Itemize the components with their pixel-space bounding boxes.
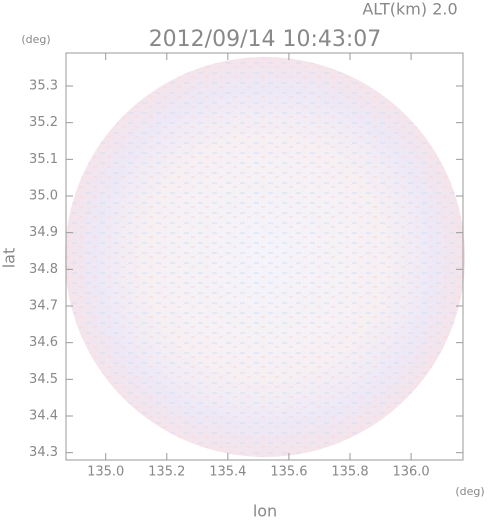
y-tick-label: 35.1	[29, 152, 58, 167]
x-tick-label: 135.2	[148, 465, 185, 480]
y-tick-label: 34.4	[29, 409, 58, 424]
y-label: lat	[0, 248, 19, 269]
y-tick-label: 34.7	[29, 299, 58, 314]
plot-frame	[65, 52, 464, 461]
radar-echo	[65, 57, 465, 457]
x-unit: (deg)	[455, 485, 484, 498]
y-unit: (deg)	[21, 33, 50, 46]
y-tick-label: 35.0	[29, 189, 58, 204]
y-tick-label: 34.6	[29, 335, 58, 350]
y-tick-label: 35.2	[29, 115, 58, 130]
y-tick-label: 34.5	[29, 372, 58, 387]
y-tick-label: 35.3	[29, 79, 58, 94]
x-tick-label: 135.8	[331, 465, 368, 480]
y-tick-label: 34.3	[29, 445, 58, 460]
y-tick-label: 34.9	[29, 225, 58, 240]
subtitle: ALT(km) 2.0	[362, 0, 457, 19]
x-tick-label: 135.0	[87, 465, 124, 480]
x-tick-label: 136.0	[392, 465, 429, 480]
x-tick-label: 135.6	[270, 465, 307, 480]
y-tick-label: 34.8	[29, 262, 58, 277]
chart-title: 2012/09/14 10:43:07	[149, 27, 382, 52]
x-label: lon	[253, 502, 277, 521]
x-tick-label: 135.4	[209, 465, 246, 480]
